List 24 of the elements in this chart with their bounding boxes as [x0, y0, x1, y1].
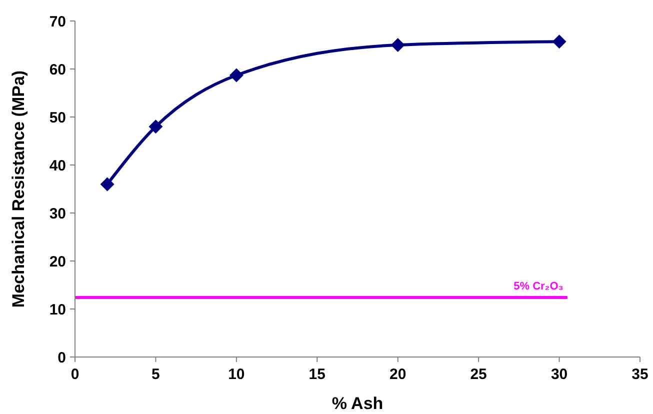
x-tick-label: 30: [550, 366, 568, 383]
x-tick-label: 5: [152, 366, 160, 383]
x-tick-label: 20: [390, 366, 406, 383]
y-tick-label: 10: [49, 301, 66, 318]
x-tick-label: 15: [308, 366, 326, 383]
series-label: 5% Cr₂O₃: [514, 280, 564, 292]
x-tick-label: 35: [632, 366, 648, 383]
y-tick-label: 30: [49, 205, 66, 222]
point: [390, 38, 405, 52]
y-tick-label: 50: [49, 109, 66, 126]
point: [148, 120, 163, 134]
x-tick-label: 0: [70, 366, 80, 383]
point: [229, 68, 244, 82]
y-tick-label: 60: [49, 61, 66, 78]
x-axis-title: % Ash: [332, 394, 384, 413]
point: [552, 34, 566, 49]
x-tick-label: 25: [470, 366, 487, 383]
y-axis-title: Mechanical Resistance (MPa): [9, 70, 28, 308]
y-tick-label: 40: [49, 157, 66, 174]
x-tick-label: 10: [228, 366, 245, 383]
y-tick-label: 70: [49, 13, 66, 30]
y-tick-label: 20: [49, 253, 66, 270]
point: [100, 177, 114, 192]
y-tick-label: 0: [58, 349, 66, 366]
